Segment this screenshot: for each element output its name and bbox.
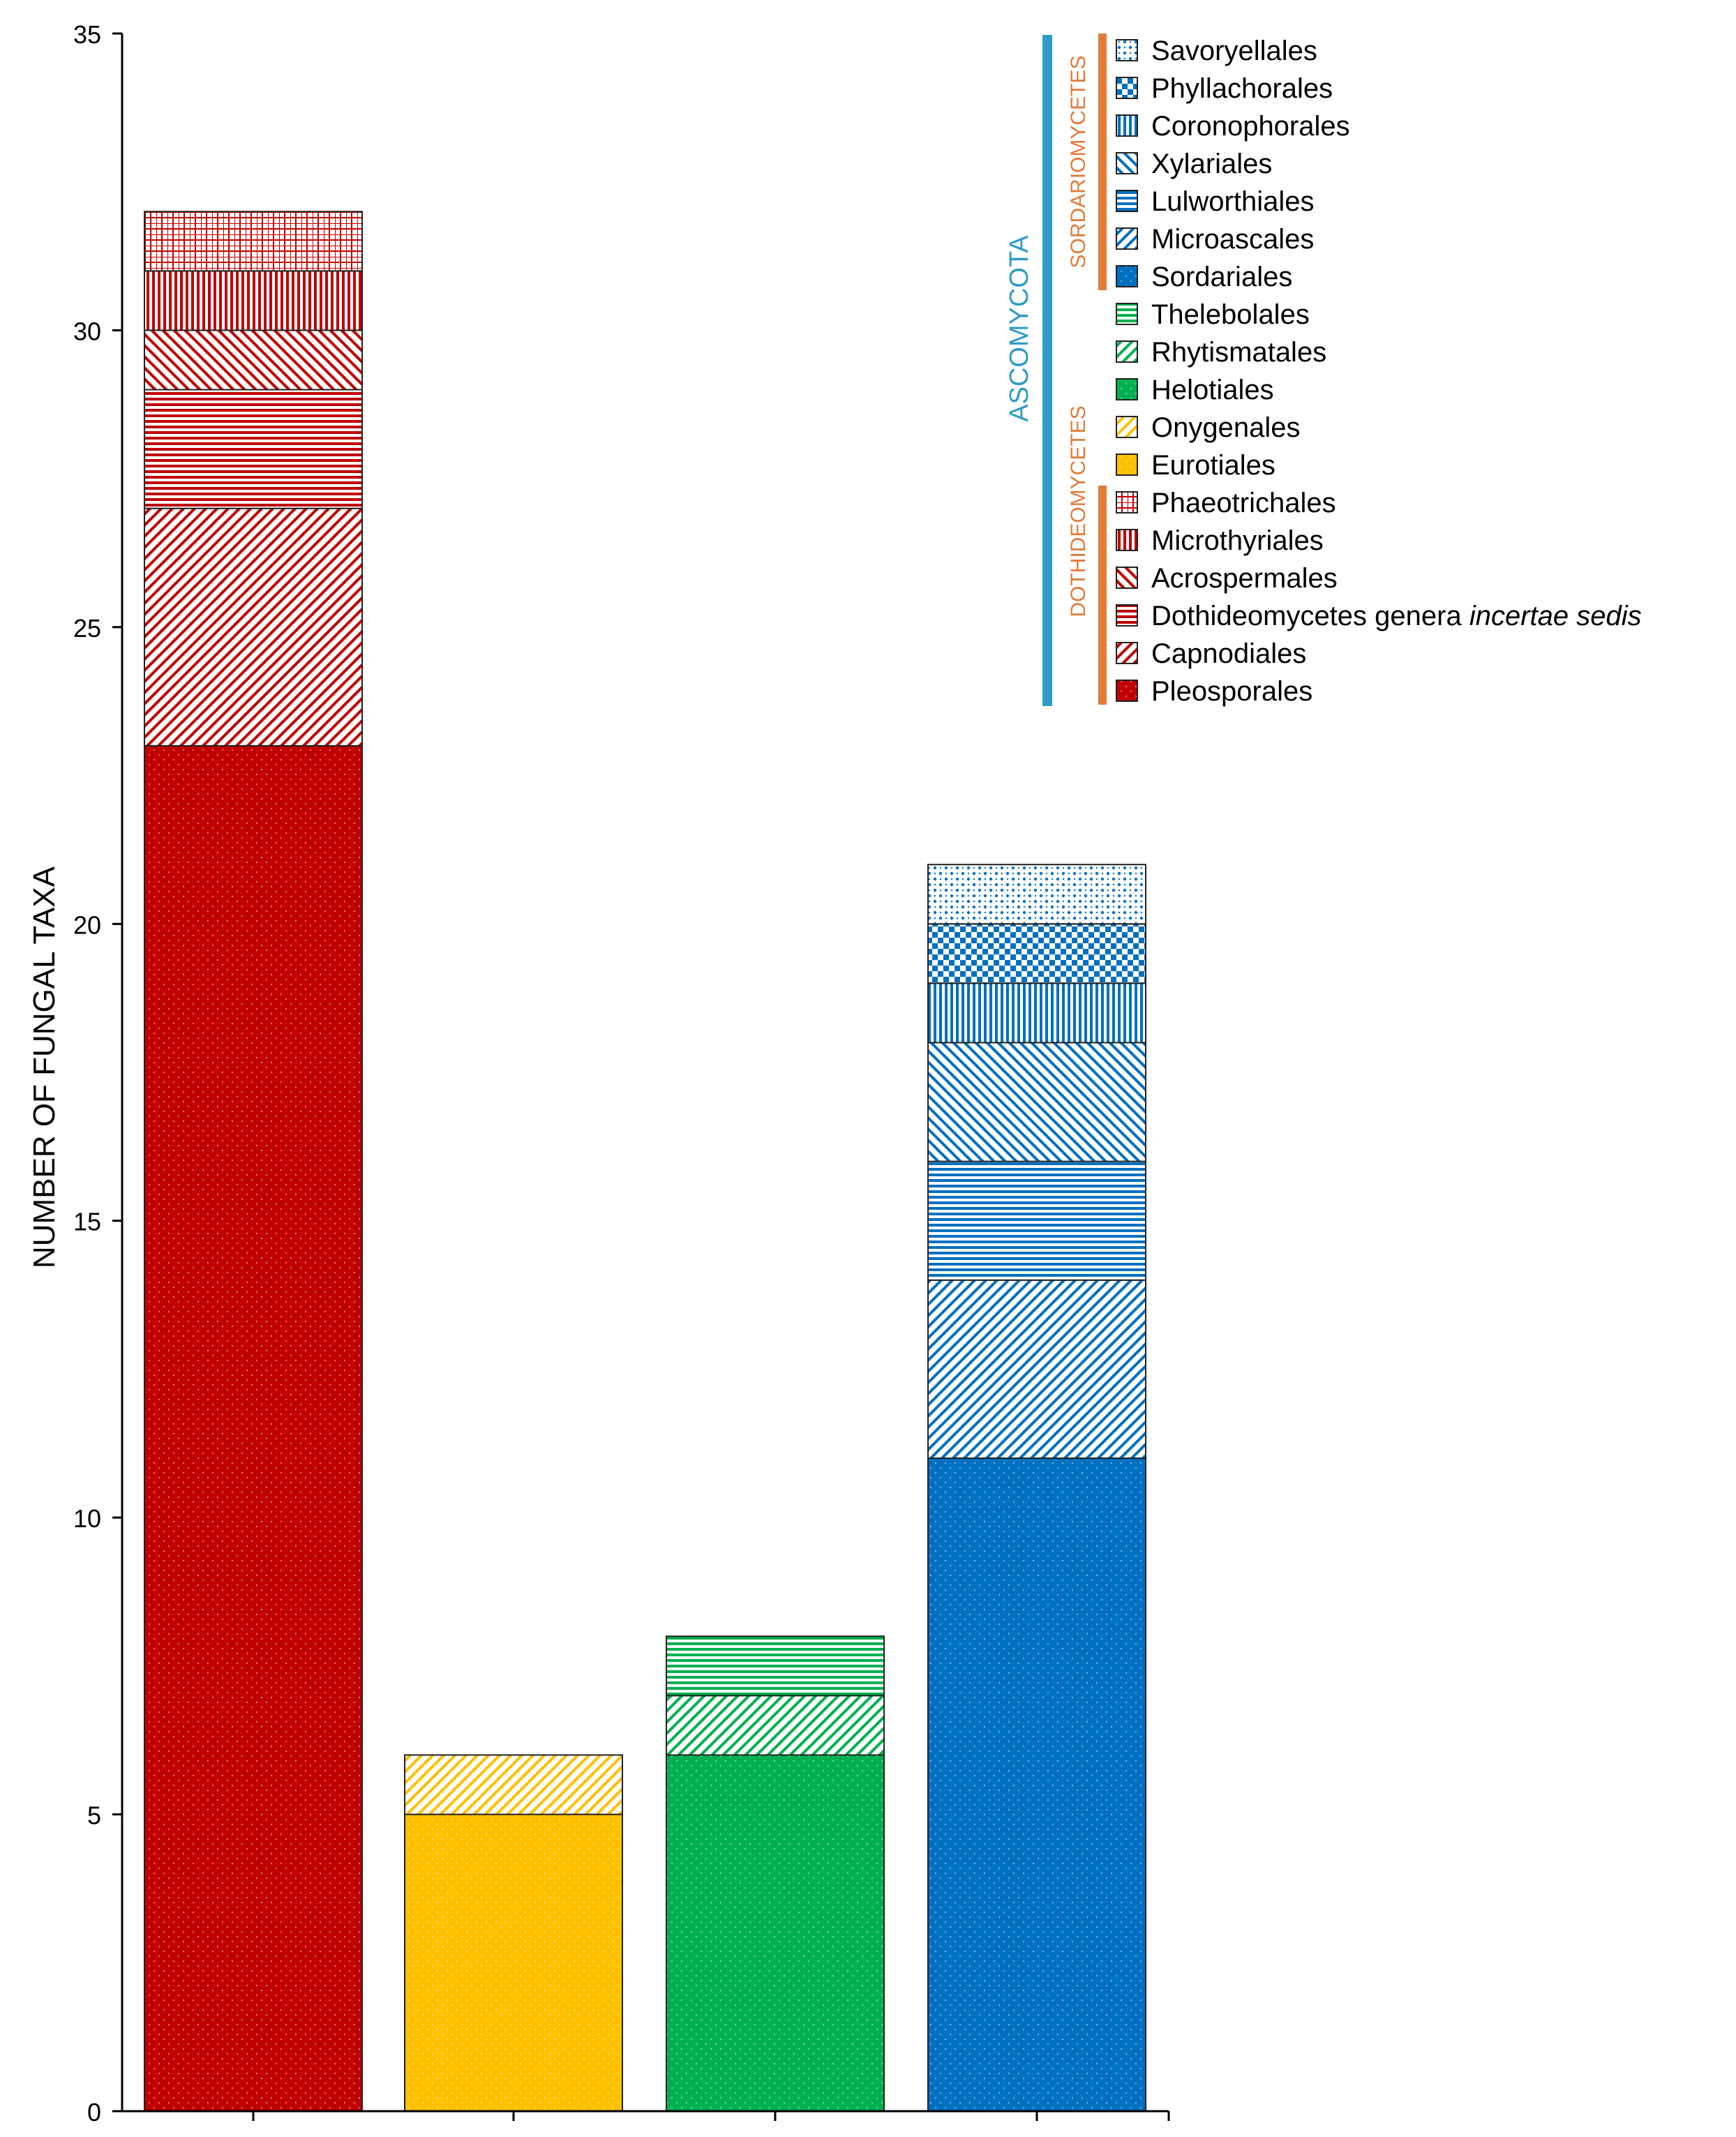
y-tick-label: 5 bbox=[87, 1801, 101, 1830]
legend-item-xylariales: Xylariales bbox=[1116, 149, 1272, 179]
legend-label: Dothideomycetes genera incertae sedis bbox=[1151, 601, 1642, 631]
y-tick-label: 15 bbox=[73, 1208, 101, 1236]
bar-segment-xylariales bbox=[927, 1042, 1146, 1162]
legend-item-coronophorales: Coronophorales bbox=[1116, 111, 1350, 142]
legend-item-savoryellales: Savoryellales bbox=[1116, 36, 1317, 66]
bar-segment-rhytismatales bbox=[666, 1695, 885, 1756]
legend-label: Lulworthiales bbox=[1151, 186, 1314, 217]
legend-item-microthyriales: Microthyriales bbox=[1116, 525, 1324, 556]
bar-segment-thelebolales bbox=[666, 1635, 885, 1697]
legend-swatch bbox=[1116, 39, 1138, 61]
legend-item-onygenales: Onygenales bbox=[1116, 412, 1300, 443]
legend-item-eurotiales: Eurotiales bbox=[1116, 450, 1275, 481]
bar-segment-microascales bbox=[927, 1279, 1146, 1460]
y-axis-label: NUMBER OF FUNGAL TAXA bbox=[27, 866, 61, 1268]
bar-segment-acrospermales bbox=[144, 329, 363, 391]
legend-label: Phyllachorales bbox=[1151, 73, 1333, 104]
class-label: SORDARIOMYCETES bbox=[1067, 55, 1090, 268]
legend-item-acrospermales: Acrospermales bbox=[1116, 563, 1338, 594]
legend-item-microascales: Microascales bbox=[1116, 224, 1314, 255]
bar-segment-phyllachorales bbox=[927, 923, 1146, 984]
legend-label: Xylariales bbox=[1151, 149, 1272, 179]
bar-segment-capnodiales bbox=[144, 507, 363, 747]
legend-label: Helotiales bbox=[1151, 375, 1274, 405]
legend-item-phyllachorales: Phyllachorales bbox=[1116, 73, 1333, 104]
bar-segment-eurotiales bbox=[404, 1813, 623, 2113]
legend-swatch bbox=[1116, 453, 1138, 476]
legend-label: Phaeotrichales bbox=[1151, 488, 1336, 518]
legend-swatch bbox=[1116, 567, 1138, 589]
bar-1 bbox=[144, 211, 363, 2112]
legend-swatch bbox=[1116, 227, 1138, 250]
bar-segment-pleosporales bbox=[144, 745, 363, 2112]
legend-item-rhytismatales: Rhytismatales bbox=[1116, 337, 1326, 368]
y-tick-label: 10 bbox=[73, 1504, 101, 1533]
bar-segment-phaeotrichales bbox=[144, 211, 363, 272]
bar-segment-lulworthiales bbox=[927, 1160, 1146, 1281]
legend-label: Thelebolales bbox=[1151, 299, 1310, 330]
bar-segment-microthyriales bbox=[144, 270, 363, 331]
legend-item-sordariales: Sordariales bbox=[1116, 262, 1292, 292]
bar-segment-dothideomycetes-genera-incertae-sedis bbox=[144, 389, 363, 509]
phylum-bracket bbox=[1042, 35, 1052, 706]
y-tick-label: 20 bbox=[73, 910, 101, 939]
legend-item-thelebolales: Thelebolales bbox=[1116, 299, 1310, 330]
legend-label: Coronophorales bbox=[1151, 111, 1350, 142]
legend-swatch bbox=[1116, 114, 1138, 137]
bars-layer bbox=[144, 211, 1146, 2113]
y-axis: 0 5 10 15 20 25 30 35 bbox=[73, 20, 1170, 2127]
legend-label: Microascales bbox=[1151, 224, 1314, 255]
bar-segment-onygenales bbox=[404, 1754, 623, 1815]
legend-swatch bbox=[1116, 416, 1138, 438]
bar-2 bbox=[404, 1754, 623, 2113]
legend-swatch bbox=[1116, 265, 1138, 287]
legend-swatch bbox=[1116, 604, 1138, 627]
legend-swatch bbox=[1116, 378, 1138, 400]
legend-label: Capnodiales bbox=[1151, 638, 1306, 669]
bar-4 bbox=[927, 864, 1146, 2112]
legend-item-pleosporales: Pleosporales bbox=[1116, 676, 1312, 707]
legend-label: Pleosporales bbox=[1151, 676, 1312, 707]
bar-segment-savoryellales bbox=[927, 864, 1146, 925]
legend-swatch bbox=[1116, 190, 1138, 212]
legend-label: Microthyriales bbox=[1151, 525, 1324, 556]
class-label: DOTHIDEOMYCETES bbox=[1067, 405, 1090, 617]
y-tick-label: 35 bbox=[73, 20, 101, 49]
legend-swatch bbox=[1116, 77, 1138, 99]
bar-3 bbox=[666, 1635, 885, 2112]
legend-swatch bbox=[1116, 642, 1138, 664]
legend-item-helotiales: Helotiales bbox=[1116, 375, 1274, 405]
legend-label: Acrospermales bbox=[1151, 563, 1338, 594]
legend-label: Rhytismatales bbox=[1151, 337, 1326, 368]
legend-swatch bbox=[1116, 152, 1138, 174]
bar-segment-helotiales bbox=[666, 1754, 885, 2112]
phylum-label: ASCOMYCOTA bbox=[1005, 235, 1034, 422]
legend-swatch bbox=[1116, 529, 1138, 551]
legend-swatch bbox=[1116, 303, 1138, 325]
legend-swatch bbox=[1116, 491, 1138, 513]
legend-swatch bbox=[1116, 340, 1138, 363]
class-bracket bbox=[1098, 486, 1107, 705]
legend-item-dothideomycetes-genera-incertae-sedis: Dothideomycetes genera incertae sedis bbox=[1116, 601, 1642, 631]
y-tick-label: 30 bbox=[73, 317, 101, 345]
legend-item-phaeotrichales: Phaeotrichales bbox=[1116, 488, 1336, 518]
legend: Savoryellales Phyllachorales Coronophorale… bbox=[1005, 33, 1642, 707]
legend-item-capnodiales: Capnodiales bbox=[1116, 638, 1306, 669]
legend-item-lulworthiales: Lulworthiales bbox=[1116, 186, 1314, 217]
legend-label: Onygenales bbox=[1151, 412, 1300, 443]
bar-segment-sordariales bbox=[927, 1457, 1146, 2112]
y-tick-label: 0 bbox=[87, 2098, 101, 2127]
class-bracket bbox=[1098, 33, 1107, 290]
legend-label: Sordariales bbox=[1151, 262, 1292, 292]
legend-label: Eurotiales bbox=[1151, 450, 1275, 481]
legend-swatch bbox=[1116, 680, 1138, 702]
bar-segment-coronophorales bbox=[927, 982, 1146, 1044]
legend-label: Savoryellales bbox=[1151, 36, 1317, 66]
y-tick-label: 25 bbox=[73, 614, 101, 643]
